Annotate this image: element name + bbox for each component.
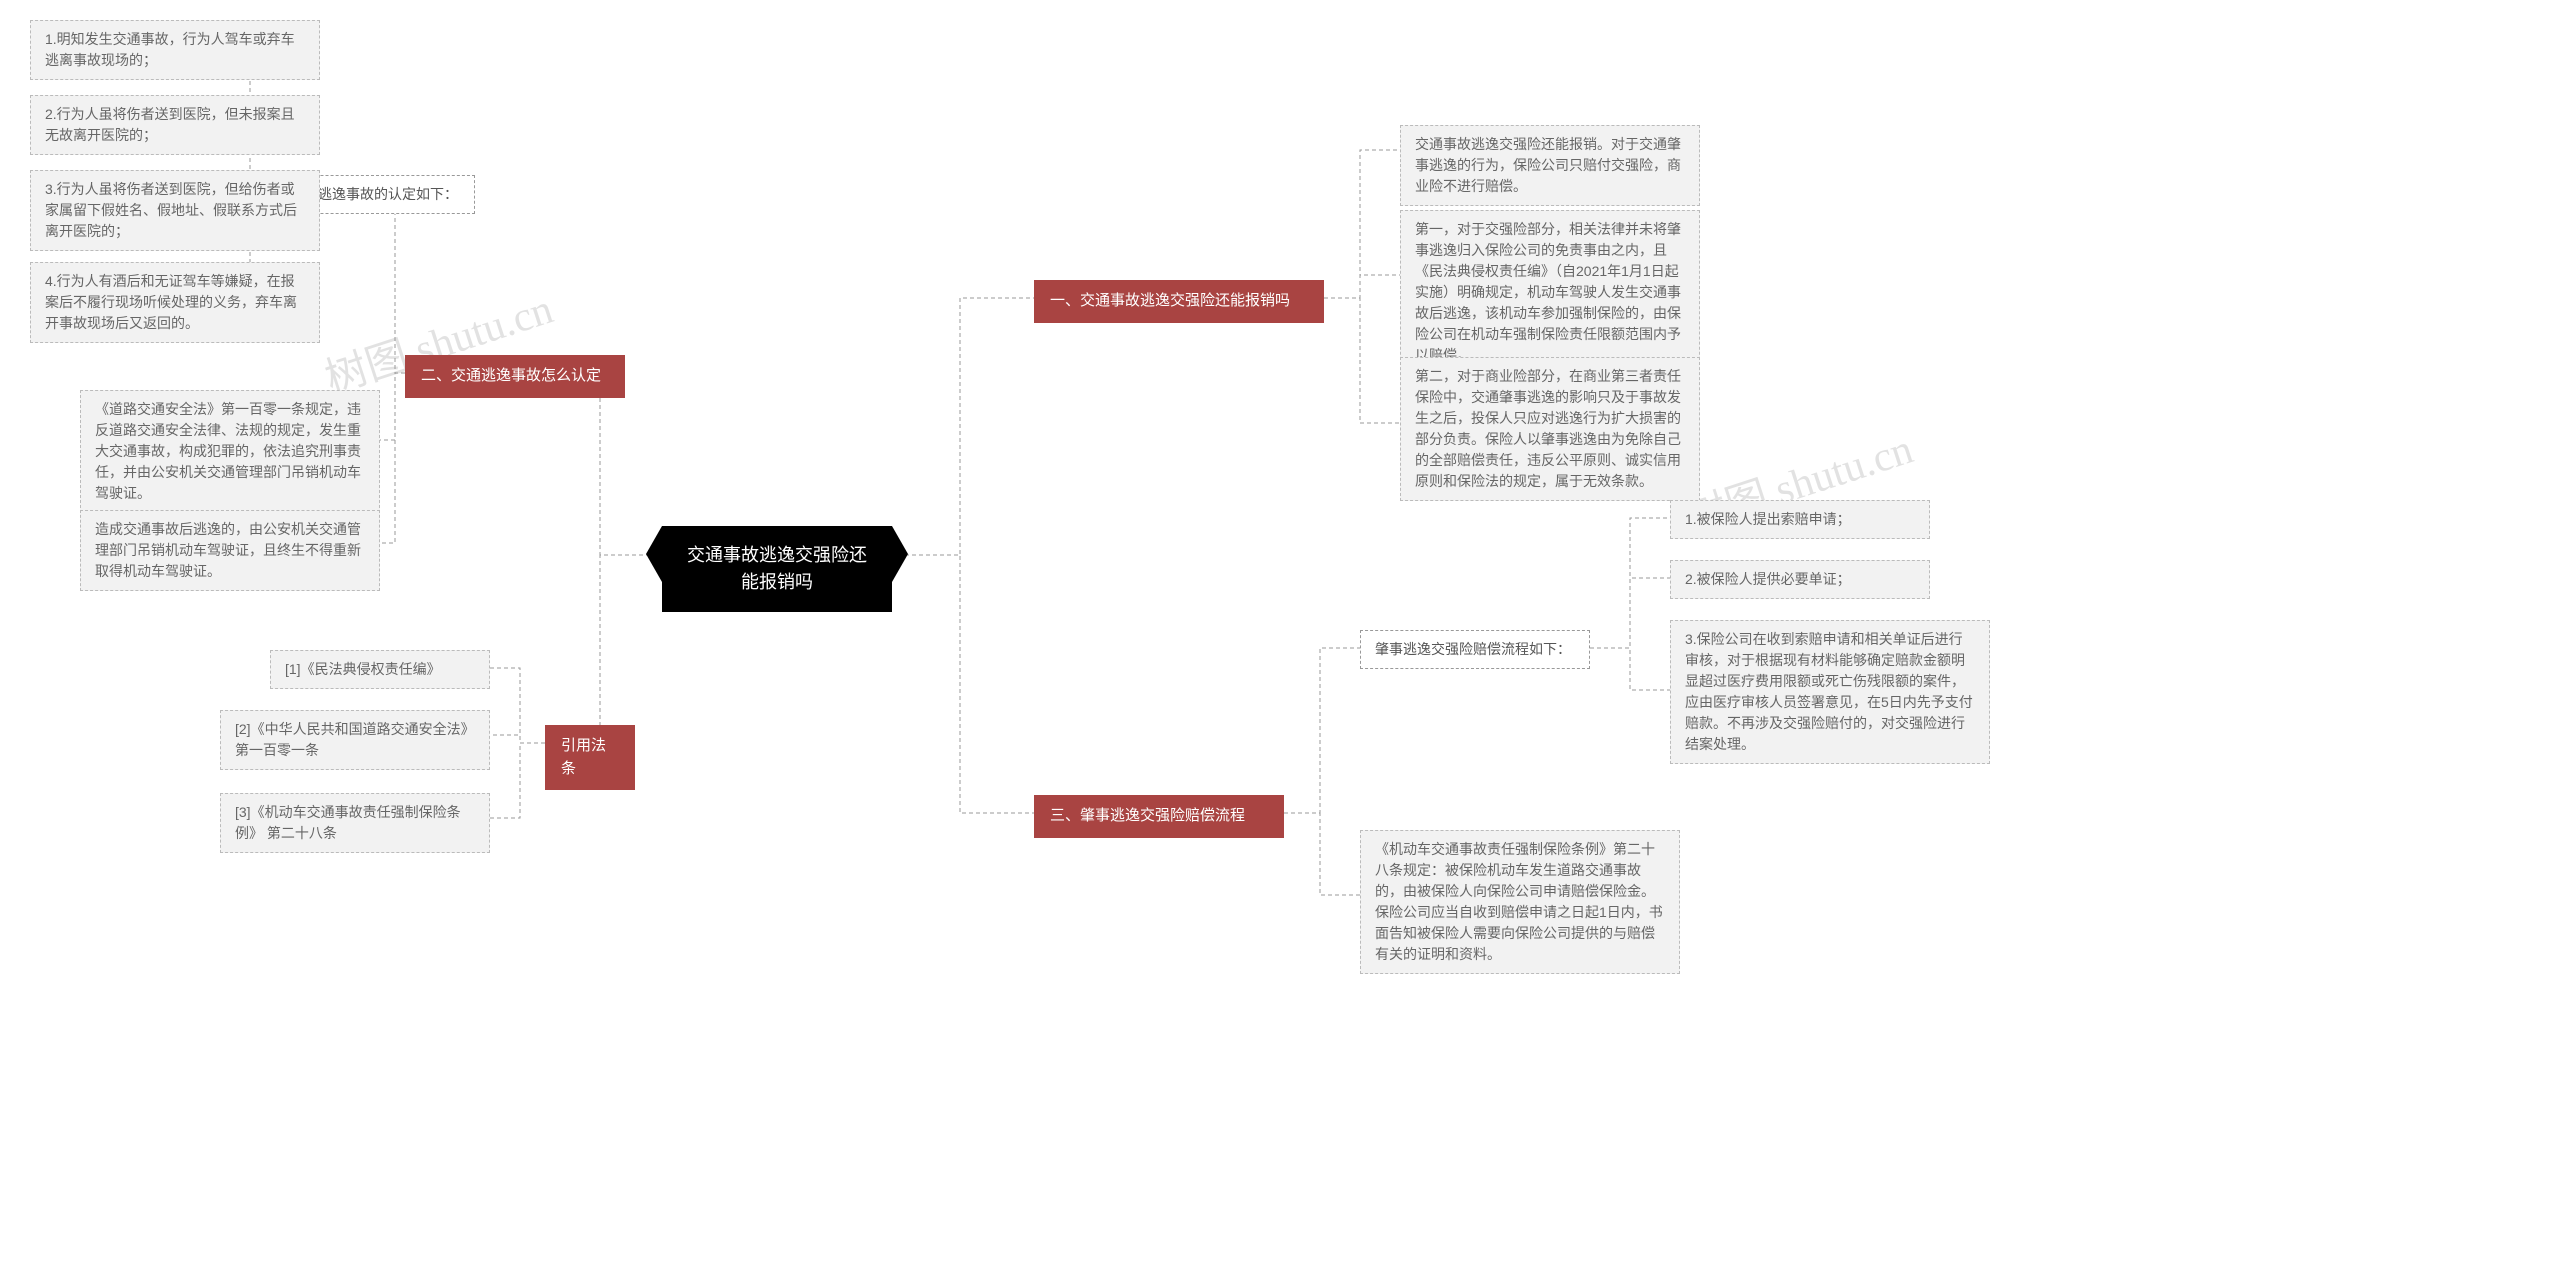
leaf-l2-2: [3]《机动车交通事故责任强制保险条例》 第二十八条 (220, 793, 490, 853)
leaf-r1-1: 第一，对于交强险部分，相关法律并未将肇事逃逸归入保险公司的免责事由之内，且《民法… (1400, 210, 1700, 375)
leaf-l2-1: [2]《中华人民共和国道路交通安全法》 第一百零一条 (220, 710, 490, 770)
leaf-r1-2: 第二，对于商业险部分，在商业第三者责任保险中，交通肇事逃逸的影响只及于事故发生之… (1400, 357, 1700, 501)
leaf-r2-0: 《机动车交通事故责任强制保险条例》第二十八条规定：被保险机动车发生道路交通事故的… (1360, 830, 1680, 974)
leaf-l1-sub-0: 1.明知发生交通事故，行为人驾车或弃车逃离事故现场的； (30, 20, 320, 80)
root-node: 交通事故逃逸交强险还能报销吗 (662, 526, 892, 612)
branch-r2: 三、肇事逃逸交强险赔偿流程 (1034, 795, 1284, 838)
leaf-r2-sub-0: 1.被保险人提出索赔申请； (1670, 500, 1930, 539)
root-cap-left (646, 526, 662, 582)
leaf-l1-sub-3: 4.行为人有酒后和无证驾车等嫌疑，在报案后不履行现场听候处理的义务，弃车离开事故… (30, 262, 320, 343)
leaf-l1-sub-1: 2.行为人虽将伤者送到医院，但未报案且无故离开医院的； (30, 95, 320, 155)
leaf-l2-0: [1]《民法典侵权责任编》 (270, 650, 490, 689)
branch-l2: 引用法条 (545, 725, 635, 790)
root-cap-right (892, 526, 908, 582)
leaf-l1-1: 造成交通事故后逃逸的，由公安机关交通管理部门吊销机动车驾驶证，且终生不得重新取得… (80, 510, 380, 591)
leaf-r2-sub-1: 2.被保险人提供必要单证； (1670, 560, 1930, 599)
branch-r1: 一、交通事故逃逸交强险还能报销吗 (1034, 280, 1324, 323)
sub-r2: 肇事逃逸交强险赔偿流程如下： (1360, 630, 1590, 669)
branch-l1: 二、交通逃逸事故怎么认定 (405, 355, 625, 398)
leaf-l1-sub-2: 3.行为人虽将伤者送到医院，但给伤者或家属留下假姓名、假地址、假联系方式后离开医… (30, 170, 320, 251)
leaf-l1-0: 《道路交通安全法》第一百零一条规定，违反道路交通安全法律、法规的规定，发生重大交… (80, 390, 380, 513)
leaf-r2-sub-2: 3.保险公司在收到索赔申请和相关单证后进行审核，对于根据现有材料能够确定赔款金额… (1670, 620, 1990, 764)
leaf-r1-0: 交通事故逃逸交强险还能报销。对于交通肇事逃逸的行为，保险公司只赔付交强险，商业险… (1400, 125, 1700, 206)
